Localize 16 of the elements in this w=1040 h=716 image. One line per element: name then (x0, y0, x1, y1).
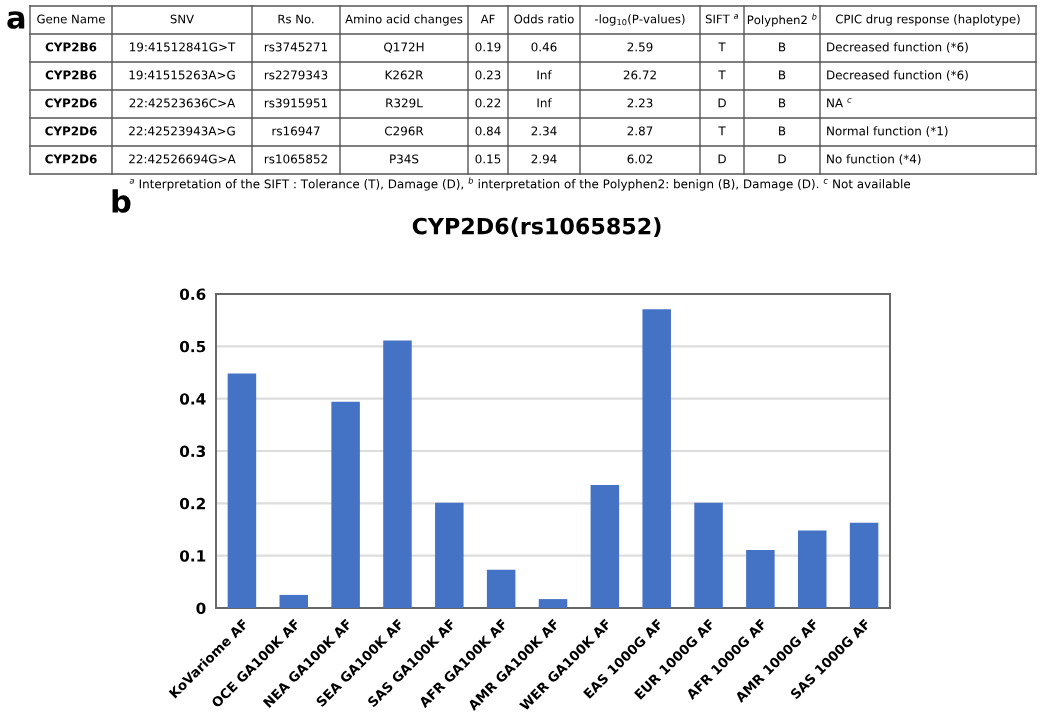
bar (849, 522, 879, 608)
text: a (7, 11, 25, 29)
bar (797, 530, 827, 608)
bar (227, 373, 257, 608)
bar (746, 549, 775, 608)
bar (590, 485, 620, 608)
bar (694, 502, 723, 608)
bar (331, 401, 360, 608)
bar (538, 599, 568, 608)
text: b (112, 189, 131, 213)
bar (279, 594, 309, 608)
bar (486, 569, 516, 608)
chart-title: CYP2D6(rs1065852) (412, 217, 661, 238)
bar (383, 340, 412, 608)
bar (435, 502, 464, 608)
bar (642, 309, 671, 608)
